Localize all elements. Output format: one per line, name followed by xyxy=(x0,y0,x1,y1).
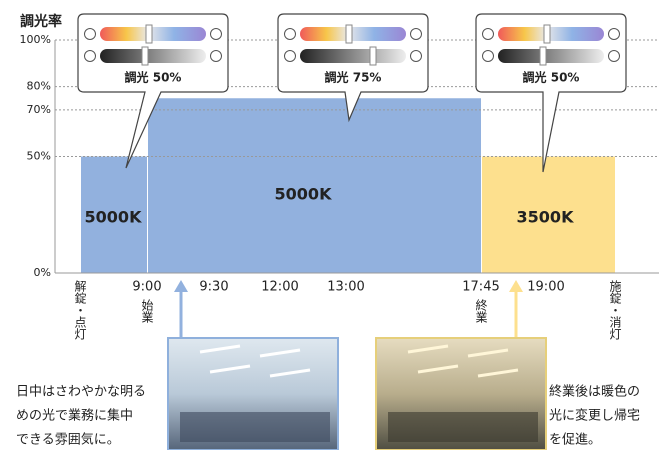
x-tick-label: 9:00 xyxy=(132,280,161,295)
dimmer-knob xyxy=(539,46,547,66)
arrow-head xyxy=(509,280,523,292)
arrow-head xyxy=(174,280,188,292)
dimmer-button xyxy=(608,50,620,62)
dimmer-button xyxy=(410,50,422,62)
photo-daytime xyxy=(167,337,339,450)
caption-line: めの光で業務に集中 xyxy=(16,408,133,424)
x-tick-label: 13:00 xyxy=(327,280,364,295)
x-tick-label: 19:00 xyxy=(527,280,564,295)
dimmer-knob xyxy=(369,46,377,66)
x-tick-note: 終業 xyxy=(474,298,488,323)
caption-line: できる雰囲気に。 xyxy=(16,432,120,448)
y-tick-label: 50% xyxy=(27,150,51,163)
dimmer-button xyxy=(410,28,422,40)
callout-label: 調光 50% xyxy=(523,70,580,85)
dimmer-button xyxy=(608,28,620,40)
dimmer-brightness-slider xyxy=(100,49,206,63)
photo-evening xyxy=(375,337,547,450)
x-tick-label: 施錠・消灯 xyxy=(608,280,622,341)
dimmer-knob xyxy=(345,24,353,44)
caption-line: 光に変更し帰宅 xyxy=(549,408,640,424)
color-temp-label: 5000K xyxy=(85,208,143,227)
y-axis-title: 調光率 xyxy=(20,13,62,30)
x-tick-label: 12:00 xyxy=(261,280,298,295)
dimmer-color-slider xyxy=(100,27,206,41)
x-tick-label: 解錠・点灯 xyxy=(73,280,87,341)
callout: 調光 75% xyxy=(277,13,429,123)
dimmer-button xyxy=(284,28,296,40)
dimmer-button xyxy=(84,50,96,62)
dimmer-button xyxy=(210,28,222,40)
dimmer-button xyxy=(284,50,296,62)
y-tick-label: 80% xyxy=(27,80,51,93)
segment-bar xyxy=(81,156,147,273)
dimmer-brightness-slider xyxy=(300,49,406,63)
dimmer-color-slider xyxy=(498,27,604,41)
dimmer-knob xyxy=(145,24,153,44)
caption-line: 終業後は暖色の xyxy=(549,384,640,400)
x-tick-label: 17:45 xyxy=(462,280,499,295)
dimmer-knob xyxy=(141,46,149,66)
color-temp-label: 5000K xyxy=(275,185,333,204)
callout: 調光 50% xyxy=(77,13,229,169)
color-temp-label: 3500K xyxy=(517,208,575,227)
dimmer-brightness-slider xyxy=(498,49,604,63)
callout-label: 調光 50% xyxy=(125,70,182,85)
caption-line: を促進。 xyxy=(549,433,601,448)
dimmer-color-slider xyxy=(300,27,406,41)
dimmer-knob xyxy=(543,24,551,44)
caption-line: 日中はさわやかな明る xyxy=(16,385,146,400)
y-tick-label: 0% xyxy=(34,266,51,279)
x-tick-label: 9:30 xyxy=(199,280,228,295)
dimmer-button xyxy=(210,50,222,62)
dimmer-button xyxy=(482,50,494,62)
x-tick-note: 始業 xyxy=(140,299,154,323)
callout-label: 調光 75% xyxy=(325,70,382,85)
dimmer-button xyxy=(482,28,494,40)
callout: 調光 50% xyxy=(475,13,627,173)
dimmer-button xyxy=(84,28,96,40)
y-tick-label: 70% xyxy=(27,103,51,116)
segment-bar xyxy=(482,156,615,273)
y-tick-label: 100% xyxy=(20,33,51,46)
segment-bar xyxy=(148,98,481,273)
